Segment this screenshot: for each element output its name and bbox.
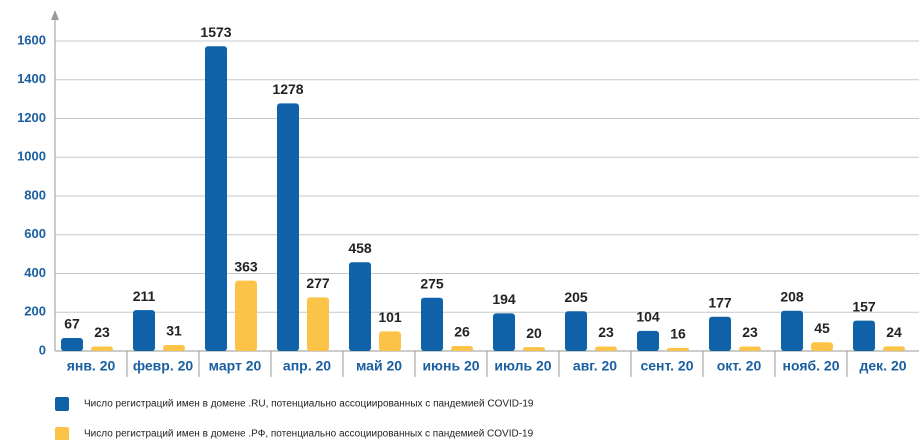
bar	[133, 310, 155, 351]
x-tick-label: февр. 20	[133, 358, 194, 374]
bar	[595, 346, 617, 351]
bar	[307, 297, 329, 351]
y-tick-label: 400	[24, 265, 46, 280]
data-label: 20	[526, 325, 542, 341]
data-label: 23	[598, 324, 614, 340]
data-label: 104	[636, 309, 660, 325]
bar	[235, 280, 257, 351]
x-tick-label: июль 20	[494, 358, 551, 374]
data-label: 67	[64, 316, 80, 332]
data-label: 26	[454, 324, 470, 340]
bar	[739, 346, 761, 351]
data-label: 208	[780, 288, 804, 304]
legend-label: Число регистраций имен в домене .RU, пот…	[84, 399, 534, 410]
bar	[91, 346, 113, 351]
data-label: 275	[420, 275, 444, 291]
bar	[421, 297, 443, 351]
x-tick-label: апр. 20	[283, 358, 331, 374]
bar	[853, 320, 875, 351]
x-tick-label: нояб. 20	[783, 358, 840, 374]
data-label: 23	[94, 324, 110, 340]
data-label: 23	[742, 324, 758, 340]
y-tick-label: 1200	[17, 110, 46, 125]
bar	[565, 311, 587, 351]
legend-label: Число регистраций имен в домене .РФ, пот…	[84, 429, 534, 440]
x-tick-label: авг. 20	[573, 358, 617, 374]
bar	[277, 103, 299, 352]
data-label: 458	[348, 240, 372, 256]
bar	[811, 342, 833, 351]
y-tick-label: 0	[39, 342, 46, 357]
y-tick-label: 1400	[17, 71, 46, 86]
data-label: 101	[378, 309, 402, 325]
x-tick-label: июнь 20	[422, 358, 479, 374]
bar	[451, 345, 473, 351]
data-label: 363	[234, 258, 258, 274]
y-tick-label: 600	[24, 226, 46, 241]
data-label: 45	[814, 320, 830, 336]
bar	[163, 344, 185, 351]
y-tick-label: 1000	[17, 149, 46, 164]
x-tick-label: март 20	[209, 358, 262, 374]
bar	[883, 346, 905, 351]
bar	[667, 347, 689, 351]
data-label: 205	[564, 289, 588, 305]
bar	[379, 331, 401, 351]
bar	[493, 313, 515, 351]
data-label: 157	[852, 298, 876, 314]
x-tick-label: окт. 20	[717, 358, 762, 374]
y-tick-label: 200	[24, 304, 46, 319]
data-label: 16	[670, 326, 686, 342]
y-tick-label: 800	[24, 187, 46, 202]
x-tick-label: май 20	[356, 358, 402, 374]
bar	[781, 310, 803, 351]
bar	[709, 316, 731, 351]
y-tick-label: 1600	[17, 32, 46, 47]
bar	[205, 46, 227, 352]
bar	[349, 262, 371, 351]
x-tick-label: дек. 20	[859, 358, 906, 374]
bar	[61, 338, 83, 351]
legend-swatch	[55, 397, 69, 411]
data-label: 211	[133, 288, 156, 304]
data-label: 177	[708, 294, 732, 310]
bar	[637, 330, 659, 351]
data-label: 277	[306, 275, 330, 291]
x-tick-label: сент. 20	[640, 358, 693, 374]
data-label: 194	[492, 291, 516, 307]
legend-swatch	[55, 427, 69, 440]
data-label: 24	[886, 324, 902, 340]
data-label: 1278	[272, 81, 303, 97]
data-label: 31	[166, 323, 182, 339]
y-axis-arrow	[51, 10, 59, 20]
bar	[523, 347, 545, 351]
data-label: 1573	[200, 24, 231, 40]
x-tick-label: янв. 20	[67, 358, 116, 374]
